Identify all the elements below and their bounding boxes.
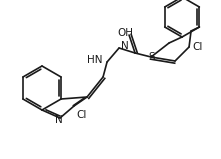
Text: S: S	[149, 52, 155, 62]
Text: N: N	[121, 41, 129, 51]
Text: Cl: Cl	[76, 110, 86, 120]
Text: OH: OH	[117, 28, 133, 38]
Text: Cl: Cl	[192, 42, 202, 52]
Text: N: N	[55, 115, 63, 125]
Text: HN: HN	[87, 55, 103, 65]
